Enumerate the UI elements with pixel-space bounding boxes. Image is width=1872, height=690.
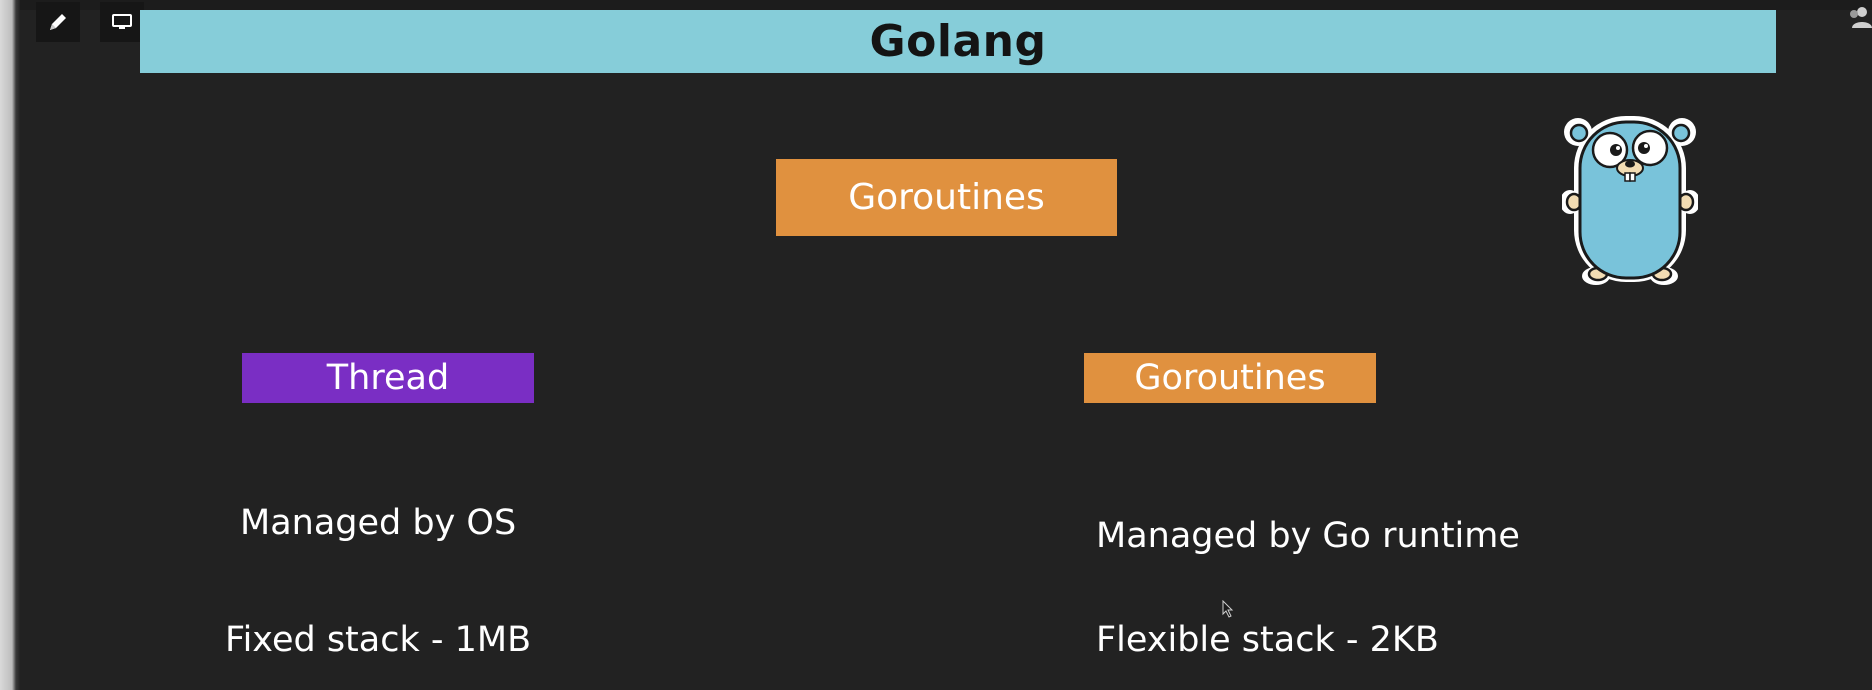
people-icon[interactable] [1848, 4, 1872, 30]
pen-icon [50, 14, 66, 30]
slide-title: Golang [869, 16, 1047, 67]
goroutines-header-box: Goroutines [1084, 353, 1376, 403]
goroutines-main-box: Goroutines [776, 159, 1117, 236]
goroutines-main-label: Goroutines [848, 177, 1045, 218]
mouse-cursor-icon [1222, 600, 1234, 618]
goroutine-stack-text: Flexible stack - 2KB [1096, 620, 1439, 660]
goroutine-managed-text: Managed by Go runtime [1096, 516, 1520, 556]
thread-header-label: Thread [326, 358, 450, 398]
thread-stack-text: Fixed stack - 1MB [225, 620, 532, 660]
monitor-icon [112, 14, 132, 29]
thread-header-box: Thread [242, 353, 534, 403]
goroutines-header-label: Goroutines [1134, 358, 1326, 398]
thread-managed-text: Managed by OS [240, 503, 517, 543]
top-strip [20, 0, 1872, 10]
window-edge [0, 0, 20, 690]
gopher-icon [1562, 116, 1698, 285]
screen-share-button[interactable] [100, 2, 144, 42]
pen-tool-button[interactable] [36, 2, 80, 42]
slide-title-bar: Golang [140, 10, 1776, 73]
